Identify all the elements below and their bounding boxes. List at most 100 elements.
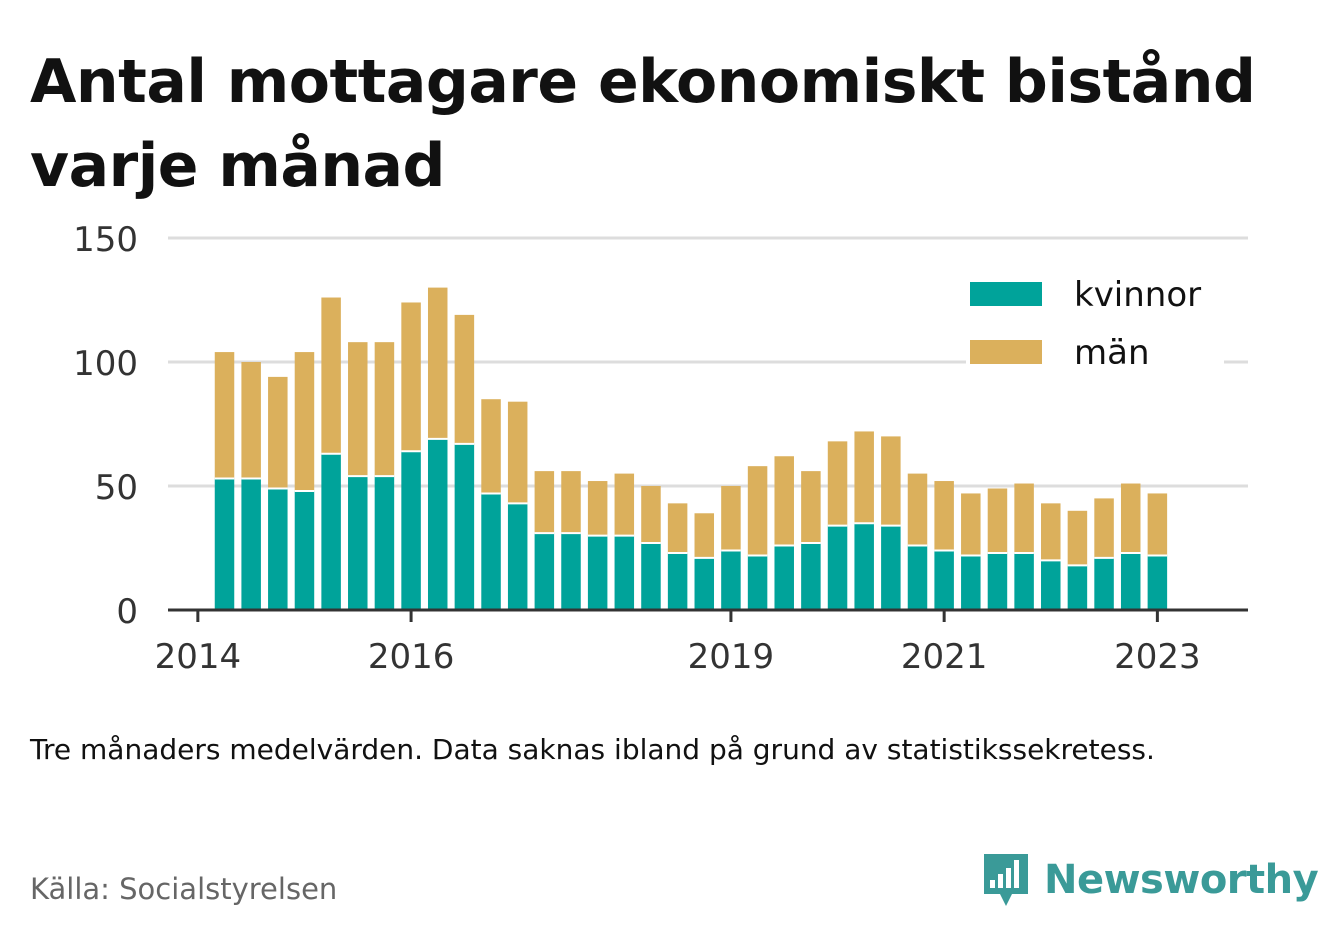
bar-kvinnor-11 [507, 503, 528, 610]
bar-kvinnor-13 [561, 533, 581, 610]
bar-group-23 [827, 441, 848, 610]
bar-kvinnor-26 [907, 545, 928, 610]
bar-kvinnor-31 [1041, 560, 1061, 610]
bar-man-4 [321, 297, 341, 454]
bar-group-15 [614, 473, 635, 610]
bar-kvinnor-2 [268, 488, 288, 610]
bar-man-30 [1014, 483, 1034, 553]
bar-kvinnor-10 [481, 493, 501, 610]
bar-kvinnor-14 [587, 535, 608, 610]
bar-group-30 [1014, 483, 1034, 610]
bar-group-35 [1147, 493, 1168, 610]
bar-kvinnor-25 [881, 525, 901, 610]
bar-group-25 [881, 436, 901, 610]
x-tick-label-2023: 2023 [1114, 637, 1201, 677]
bar-man-5 [348, 342, 368, 477]
bar-man-28 [961, 493, 981, 556]
bar-man-17 [667, 503, 688, 553]
bar-group-13 [561, 471, 581, 610]
bar-group-20 [747, 466, 768, 610]
bar-kvinnor-12 [534, 533, 555, 610]
x-tick-labels: 2014 2016 2019 2021 2023 [155, 610, 1201, 677]
bar-group-14 [587, 481, 608, 610]
bar-group-33 [1094, 498, 1114, 610]
bar-man-21 [774, 456, 794, 546]
bar-group-24 [854, 431, 874, 610]
bar-kvinnor-33 [1094, 557, 1114, 610]
legend-label-kvinnor: kvinnor [1074, 275, 1201, 315]
bar-kvinnor-7 [401, 451, 421, 610]
bar-group-22 [801, 471, 821, 610]
bar-man-8 [427, 287, 448, 439]
bar-man-25 [881, 436, 901, 526]
bar-man-13 [561, 471, 581, 534]
y-tick-label-0: 0 [116, 592, 138, 632]
y-tick-label-50: 50 [95, 468, 138, 508]
legend-swatch-man [970, 340, 1042, 364]
bar-group-29 [987, 488, 1008, 610]
bar-kvinnor-4 [321, 453, 341, 610]
bar-group-7 [401, 302, 421, 610]
bar-man-9 [454, 314, 475, 444]
bar-man-2 [268, 376, 288, 489]
y-tick-labels: 0 50 100 150 [73, 220, 138, 632]
bar-man-34 [1120, 483, 1141, 553]
bar-group-28 [961, 493, 981, 610]
bar-man-15 [614, 473, 635, 536]
bar-kvinnor-17 [667, 552, 688, 610]
bar-man-29 [987, 488, 1008, 553]
bar-man-32 [1067, 510, 1088, 566]
bar-man-27 [934, 481, 954, 551]
bar-man-0 [214, 352, 235, 479]
bar-man-20 [747, 466, 768, 556]
bar-man-6 [374, 342, 395, 477]
bar-group-31 [1041, 503, 1061, 610]
bar-group-27 [934, 481, 954, 610]
bar-kvinnor-5 [348, 476, 368, 610]
x-tick-label-2019: 2019 [688, 637, 775, 677]
bar-man-24 [854, 431, 874, 524]
bar-kvinnor-15 [614, 535, 635, 610]
bar-group-3 [294, 352, 315, 610]
bar-kvinnor-21 [774, 545, 794, 610]
bar-kvinnor-1 [241, 478, 261, 610]
bar-kvinnor-30 [1014, 552, 1034, 610]
legend-label-man: män [1074, 333, 1150, 373]
bar-group-9 [454, 314, 475, 610]
newsworthy-logo[interactable]: Newsworthy [980, 850, 1319, 910]
bar-group-34 [1120, 483, 1141, 610]
bar-group-6 [374, 342, 395, 610]
bar-man-33 [1094, 498, 1114, 558]
brand-name: Newsworthy [1044, 857, 1319, 903]
chart-title: Antal mottagare ekonomiskt bistånd varje… [30, 47, 1256, 201]
source-text: Källa: Socialstyrelsen [30, 872, 338, 906]
bar-kvinnor-34 [1120, 552, 1141, 610]
bar-kvinnor-32 [1067, 565, 1088, 610]
bar-group-32 [1067, 510, 1088, 610]
bar-man-18 [694, 513, 715, 558]
bar-kvinnor-16 [641, 543, 661, 610]
bar-group-21 [774, 456, 794, 610]
bar-group-18 [694, 513, 715, 610]
bar-kvinnor-6 [374, 476, 395, 610]
bar-group-5 [348, 342, 368, 610]
y-tick-label-100: 100 [73, 344, 138, 384]
bars [214, 287, 1168, 610]
bar-man-35 [1147, 493, 1168, 556]
bar-group-1 [241, 362, 261, 610]
bar-group-17 [667, 503, 688, 610]
bar-group-2 [268, 376, 288, 610]
bar-kvinnor-19 [721, 550, 741, 610]
bar-kvinnor-22 [801, 543, 821, 610]
bar-kvinnor-29 [987, 552, 1008, 610]
bar-kvinnor-27 [934, 550, 954, 610]
bar-man-1 [241, 362, 261, 479]
bar-kvinnor-35 [1147, 555, 1168, 610]
bar-group-16 [641, 486, 661, 610]
bar-man-31 [1041, 503, 1061, 561]
y-tick-label-150: 150 [73, 220, 138, 260]
legend-swatch-kvinnor [970, 282, 1042, 306]
bar-kvinnor-23 [827, 525, 848, 610]
bar-group-8 [427, 287, 448, 610]
